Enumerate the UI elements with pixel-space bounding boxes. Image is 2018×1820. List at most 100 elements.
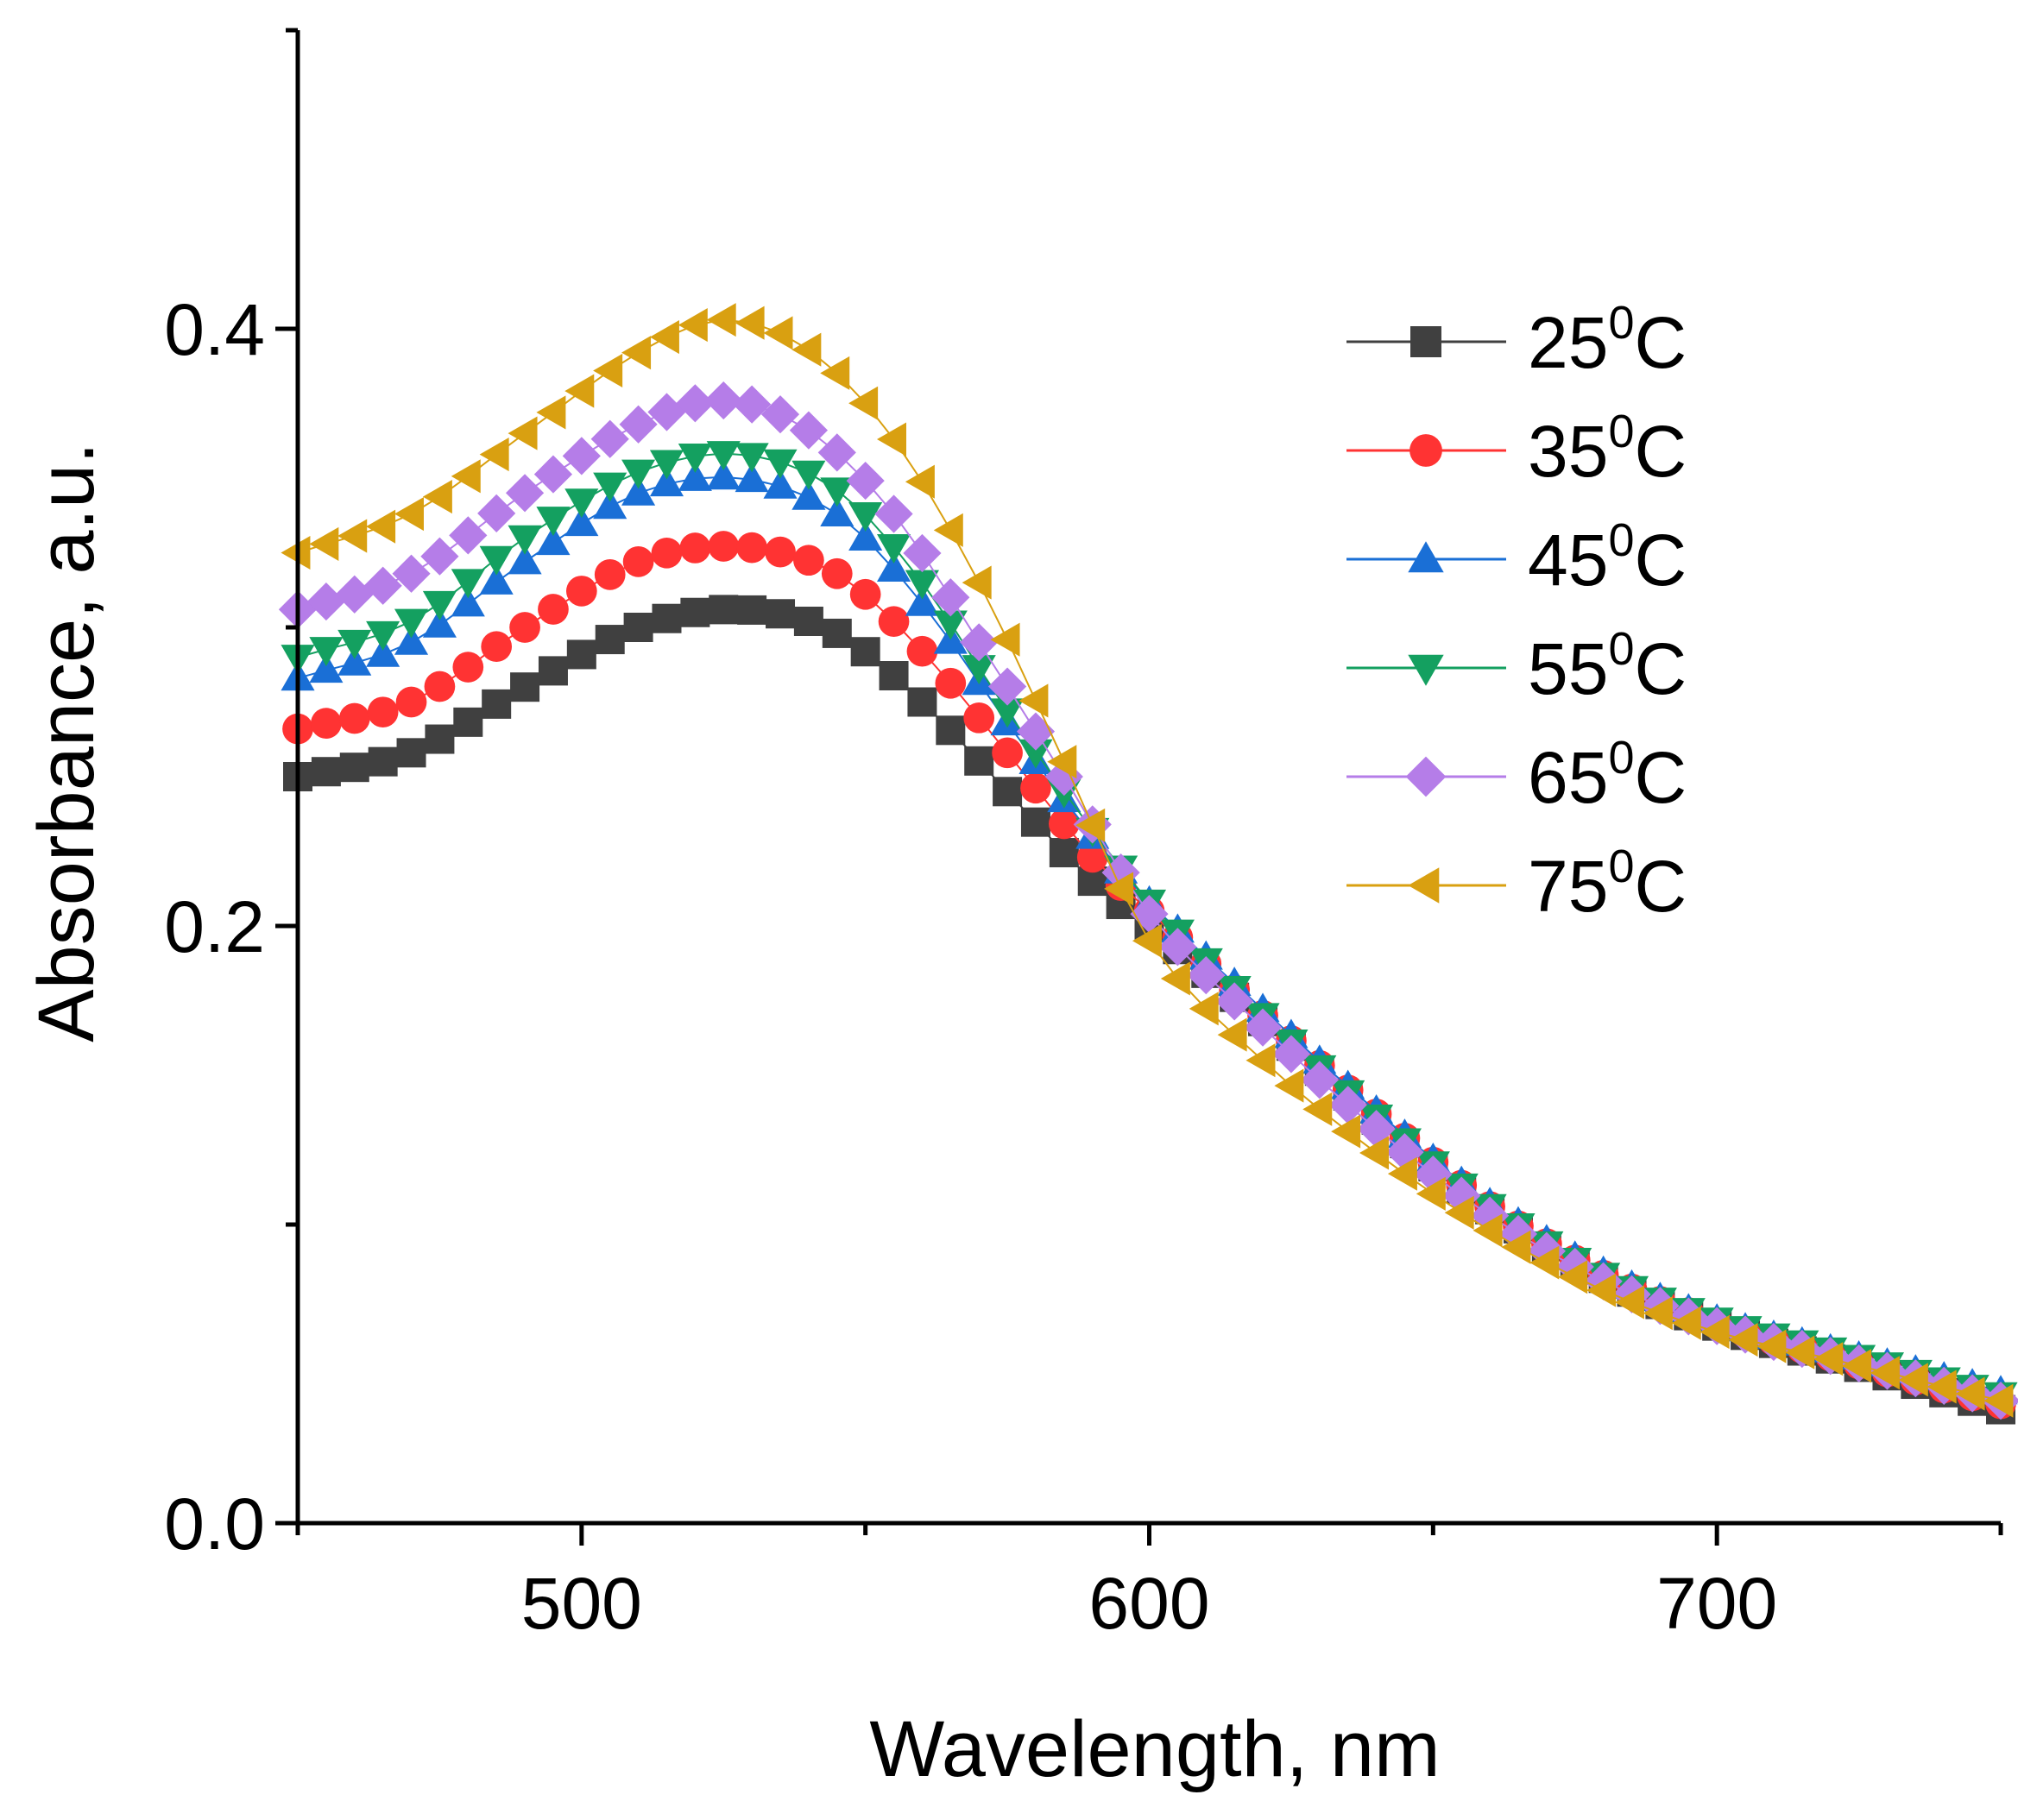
data-point — [765, 536, 796, 568]
data-point — [791, 332, 822, 367]
data-point — [366, 637, 400, 667]
data-point — [1927, 1370, 1957, 1404]
data-point — [509, 612, 540, 643]
data-point — [735, 463, 769, 493]
legend-marker — [1410, 326, 1441, 357]
data-point — [1813, 1342, 1844, 1376]
data-point — [878, 606, 910, 638]
data-point — [1075, 808, 1106, 842]
data-point — [849, 578, 881, 610]
data-point — [281, 535, 311, 570]
data-point — [963, 702, 995, 734]
data-point — [1018, 739, 1053, 769]
data-point — [306, 582, 345, 621]
data-point — [621, 475, 656, 506]
data-point — [1101, 853, 1140, 892]
data-point — [647, 393, 686, 431]
data-point — [309, 526, 339, 561]
data-point — [363, 566, 402, 605]
data-point — [1728, 1322, 1758, 1357]
data-point — [649, 467, 684, 497]
data-point — [564, 507, 599, 537]
data-point — [564, 488, 599, 519]
data-point — [736, 532, 767, 564]
legend-item: 550C — [1346, 623, 1687, 709]
data-point — [708, 531, 740, 562]
data-point — [595, 625, 625, 655]
data-point — [933, 610, 968, 640]
data-point — [420, 537, 459, 576]
legend-label: 650C — [1528, 732, 1687, 818]
data-point — [817, 433, 856, 472]
legend: 250C 350C 450C 550C 650C 750C — [1346, 297, 1687, 927]
data-point — [392, 554, 431, 593]
data-point — [905, 570, 939, 600]
data-point — [1187, 955, 1226, 995]
data-point — [562, 437, 601, 475]
data-point — [791, 480, 826, 510]
data-point — [1331, 1114, 1361, 1149]
data-point — [964, 746, 994, 776]
data-point — [848, 502, 883, 532]
data-point — [508, 545, 542, 575]
data-point — [1671, 1306, 1701, 1340]
data-point — [877, 534, 911, 564]
legend-item: 750C — [1346, 841, 1687, 927]
data-point — [1983, 1383, 2014, 1418]
data-point — [1271, 1035, 1311, 1074]
data-point — [676, 384, 715, 423]
x-tick-label: 700 — [1656, 1563, 1777, 1644]
data-point — [621, 336, 652, 370]
data-point — [1049, 838, 1079, 868]
data-point — [1020, 772, 1051, 804]
data-point — [820, 496, 854, 526]
data-point — [962, 655, 996, 685]
data-point — [1529, 1245, 1560, 1280]
data-point — [706, 441, 741, 471]
data-point — [793, 545, 824, 576]
data-point — [619, 405, 658, 444]
data-point — [477, 494, 516, 532]
y-tick-label: 0.0 — [164, 1483, 265, 1565]
data-point — [590, 419, 629, 458]
data-point — [735, 443, 769, 473]
data-point — [820, 477, 854, 507]
data-point — [1217, 1017, 1247, 1052]
data-point — [366, 509, 396, 544]
data-point — [1160, 961, 1190, 996]
data-point — [366, 620, 400, 651]
data-point — [593, 489, 627, 520]
data-point — [510, 672, 540, 702]
data-point — [594, 559, 626, 590]
data-point — [451, 459, 481, 494]
data-point — [508, 525, 542, 555]
data-point — [1076, 841, 1108, 873]
data-point — [451, 587, 485, 617]
data-point — [593, 472, 627, 502]
data-point — [933, 513, 963, 547]
data-point — [1274, 1068, 1304, 1103]
data-point — [1328, 1086, 1367, 1124]
data-point — [1700, 1315, 1730, 1350]
data-point — [311, 708, 342, 740]
data-point — [1104, 872, 1134, 906]
legend-marker — [1408, 541, 1444, 573]
data-point — [337, 629, 372, 659]
series-65C — [278, 381, 2018, 1420]
data-point — [1501, 1230, 1531, 1264]
data-point — [338, 702, 370, 734]
legend-label: 750C — [1528, 841, 1687, 927]
legend-item: 450C — [1346, 514, 1687, 601]
series-line — [297, 608, 2002, 1411]
data-point — [993, 777, 1023, 807]
data-point — [766, 599, 796, 629]
data-point — [793, 606, 823, 636]
data-point — [678, 444, 712, 474]
data-point — [990, 622, 1020, 657]
data-point — [1756, 1329, 1787, 1363]
series-25C — [283, 595, 2015, 1425]
legend-label: 550C — [1528, 623, 1687, 709]
data-point — [1586, 1273, 1617, 1307]
data-point — [538, 594, 569, 625]
data-point — [1614, 1285, 1644, 1319]
